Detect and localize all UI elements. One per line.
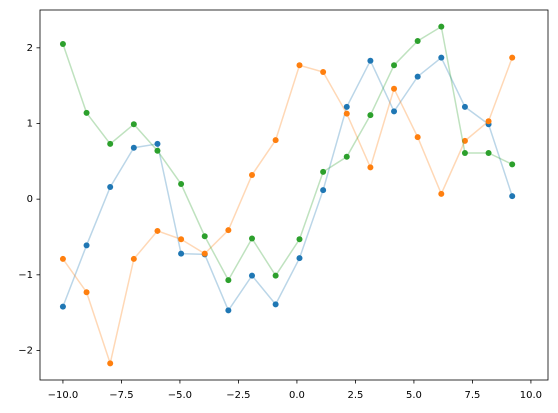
data-point bbox=[225, 277, 232, 284]
data-point bbox=[367, 112, 374, 119]
data-point bbox=[343, 153, 350, 160]
data-point bbox=[367, 57, 374, 64]
data-point bbox=[83, 289, 90, 296]
data-point bbox=[414, 134, 421, 141]
data-point bbox=[296, 236, 303, 243]
data-point bbox=[320, 187, 327, 194]
data-point bbox=[367, 164, 374, 171]
data-point bbox=[59, 303, 66, 310]
data-point bbox=[414, 38, 421, 45]
data-point bbox=[201, 250, 208, 257]
data-point bbox=[414, 73, 421, 80]
data-point bbox=[178, 181, 185, 188]
data-point bbox=[225, 307, 232, 314]
x-tick-label: −2.5 bbox=[226, 390, 250, 401]
y-tick-label: −1 bbox=[18, 270, 33, 281]
x-tick-label: 5.0 bbox=[406, 390, 422, 401]
axes-frame bbox=[39, 9, 549, 381]
data-point bbox=[296, 255, 303, 262]
data-point bbox=[461, 150, 468, 157]
data-point bbox=[296, 62, 303, 69]
data-point bbox=[391, 108, 398, 115]
data-point bbox=[107, 140, 114, 147]
x-tick-label: −5.0 bbox=[168, 390, 192, 401]
x-tick-label: −10.0 bbox=[48, 390, 79, 401]
data-point bbox=[438, 23, 445, 30]
data-point bbox=[509, 161, 516, 168]
data-point bbox=[248, 235, 255, 242]
data-point bbox=[461, 103, 468, 110]
x-tick-label: 7.5 bbox=[464, 390, 480, 401]
data-point bbox=[272, 272, 279, 279]
data-point bbox=[59, 255, 66, 262]
y-tick-label: 1 bbox=[27, 118, 33, 129]
data-point bbox=[83, 242, 90, 249]
data-point bbox=[320, 168, 327, 175]
data-point bbox=[320, 69, 327, 76]
data-point bbox=[154, 140, 161, 147]
data-point bbox=[391, 85, 398, 92]
data-point bbox=[391, 62, 398, 69]
data-point bbox=[178, 250, 185, 257]
data-point bbox=[509, 54, 516, 61]
data-point bbox=[509, 193, 516, 200]
data-point bbox=[461, 137, 468, 144]
x-tick-label: 2.5 bbox=[347, 390, 363, 401]
data-point bbox=[438, 190, 445, 197]
data-point bbox=[485, 118, 492, 125]
data-point bbox=[343, 103, 350, 110]
x-tick-label: 0.0 bbox=[289, 390, 305, 401]
data-point bbox=[130, 144, 137, 151]
series-line bbox=[62, 25, 513, 282]
x-tick-label: −7.5 bbox=[109, 390, 133, 401]
data-point bbox=[154, 227, 161, 234]
x-tick-label: 10.0 bbox=[520, 390, 542, 401]
data-point bbox=[83, 109, 90, 116]
data-point bbox=[272, 301, 279, 308]
data-point bbox=[178, 236, 185, 243]
data-point bbox=[438, 54, 445, 61]
data-point bbox=[225, 227, 232, 234]
y-tick-label: 0 bbox=[27, 194, 33, 205]
data-point bbox=[59, 41, 66, 48]
data-point bbox=[485, 150, 492, 157]
series-line bbox=[62, 56, 513, 312]
data-point bbox=[248, 171, 255, 178]
data-point bbox=[107, 360, 114, 367]
data-point bbox=[154, 147, 161, 154]
data-point bbox=[272, 137, 279, 144]
series-line bbox=[62, 57, 513, 367]
data-point bbox=[130, 255, 137, 262]
data-point bbox=[248, 272, 255, 279]
data-point bbox=[201, 233, 208, 240]
data-point bbox=[130, 121, 137, 128]
data-point bbox=[343, 110, 350, 117]
y-tick-label: 2 bbox=[27, 43, 33, 54]
data-point bbox=[107, 184, 114, 191]
y-tick-label: −2 bbox=[18, 345, 33, 356]
